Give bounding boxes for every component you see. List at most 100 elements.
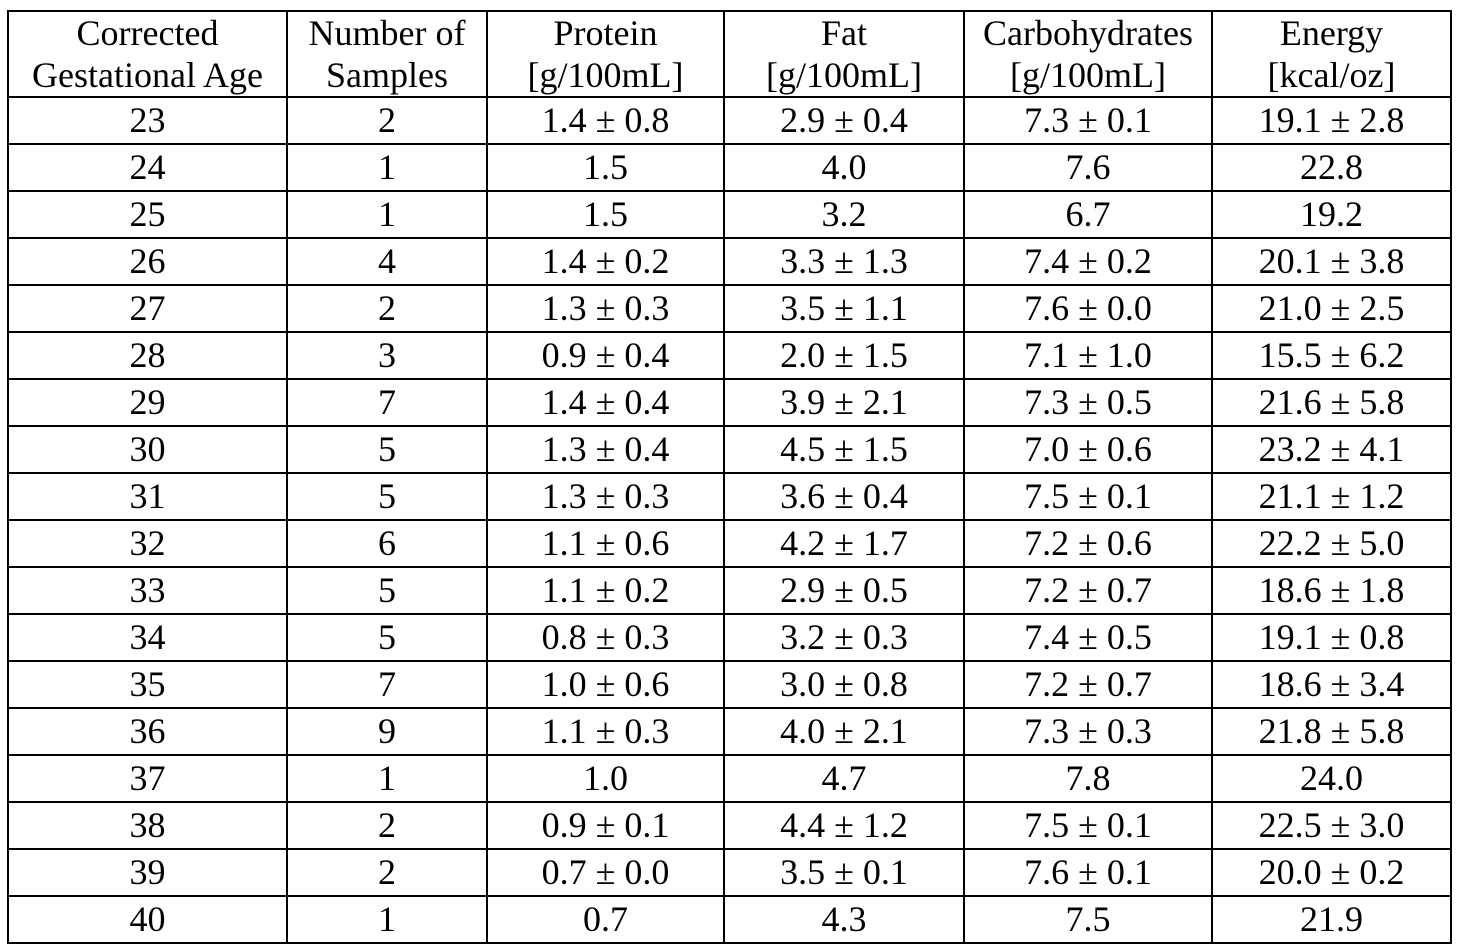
- table-row: 38 2 0.9 ± 0.1 4.4 ± 1.2 7.5 ± 0.1 22.5 ± 3.0: [7, 801, 1452, 850]
- cell-sample-count: 1: [286, 754, 488, 803]
- cell-sample-count: 5: [286, 472, 488, 521]
- cell-carbohydrates: 7.6 ± 0.1: [963, 848, 1213, 897]
- cell-carbohydrates: 7.5: [963, 895, 1213, 944]
- cell-fat: 4.0 ± 2.1: [723, 707, 965, 756]
- header-carbohydrates: Carbohydrates [g/100mL]: [963, 10, 1213, 98]
- table-row: 29 7 1.4 ± 0.4 3.9 ± 2.1 7.3 ± 0.5 21.6 ± 5.8: [7, 378, 1452, 427]
- cell-sample-count: 2: [286, 848, 488, 897]
- header-fat: Fat [g/100mL]: [723, 10, 965, 98]
- nutrition-table: Corrected Gestational Age Number of Samp…: [7, 10, 1452, 944]
- cell-protein: 0.9 ± 0.1: [486, 801, 725, 850]
- cell-energy: 22.8: [1211, 143, 1452, 192]
- cell-energy: 22.5 ± 3.0: [1211, 801, 1452, 850]
- cell-energy: 19.1 ± 0.8: [1211, 613, 1452, 662]
- header-line-2: [g/100mL]: [527, 55, 684, 95]
- table-row: 33 5 1.1 ± 0.2 2.9 ± 0.5 7.2 ± 0.7 18.6 ± 1.8: [7, 566, 1452, 615]
- cell-protein: 0.8 ± 0.3: [486, 613, 725, 662]
- cell-carbohydrates: 7.4 ± 0.2: [963, 237, 1213, 286]
- cell-sample-count: 5: [286, 613, 488, 662]
- cell-gestational-age: 23: [7, 96, 288, 145]
- cell-protein: 1.1 ± 0.6: [486, 519, 725, 568]
- table-row: 39 2 0.7 ± 0.0 3.5 ± 0.1 7.6 ± 0.1 20.0 ± 0.2: [7, 848, 1452, 897]
- header-number-of-samples: Number of Samples: [286, 10, 488, 98]
- table-row: 27 2 1.3 ± 0.3 3.5 ± 1.1 7.6 ± 0.0 21.0 ± 2.5: [7, 284, 1452, 333]
- cell-protein: 1.0 ± 0.6: [486, 660, 725, 709]
- header-corrected-gestational-age: Corrected Gestational Age: [7, 10, 288, 98]
- cell-protein: 0.9 ± 0.4: [486, 331, 725, 380]
- header-line-1: Fat: [820, 13, 867, 53]
- header-line-2: Gestational Age: [32, 55, 263, 95]
- header-row: Corrected Gestational Age Number of Samp…: [7, 10, 1452, 98]
- cell-fat: 2.0 ± 1.5: [723, 331, 965, 380]
- table-row: 23 2 1.4 ± 0.8 2.9 ± 0.4 7.3 ± 0.1 19.1 ± 2.8: [7, 96, 1452, 145]
- cell-carbohydrates: 6.7: [963, 190, 1213, 239]
- cell-gestational-age: 28: [7, 331, 288, 380]
- cell-protein: 0.7: [486, 895, 725, 944]
- cell-gestational-age: 33: [7, 566, 288, 615]
- table-body: 23 2 1.4 ± 0.8 2.9 ± 0.4 7.3 ± 0.1 19.1 ± 2.8…: [7, 96, 1452, 944]
- cell-sample-count: 7: [286, 660, 488, 709]
- cell-fat: 4.5 ± 1.5: [723, 425, 965, 474]
- cell-sample-count: 1: [286, 895, 488, 944]
- cell-protein: 1.4 ± 0.8: [486, 96, 725, 145]
- cell-gestational-age: 31: [7, 472, 288, 521]
- cell-fat: 2.9 ± 0.4: [723, 96, 965, 145]
- cell-fat: 4.0: [723, 143, 965, 192]
- cell-fat: 3.0 ± 0.8: [723, 660, 965, 709]
- cell-energy: 21.1 ± 1.2: [1211, 472, 1452, 521]
- cell-carbohydrates: 7.3 ± 0.1: [963, 96, 1213, 145]
- cell-gestational-age: 35: [7, 660, 288, 709]
- cell-carbohydrates: 7.5 ± 0.1: [963, 472, 1213, 521]
- cell-energy: 18.6 ± 3.4: [1211, 660, 1452, 709]
- cell-sample-count: 6: [286, 519, 488, 568]
- table-row: 26 4 1.4 ± 0.2 3.3 ± 1.3 7.4 ± 0.2 20.1 ± 3.8: [7, 237, 1452, 286]
- cell-energy: 21.6 ± 5.8: [1211, 378, 1452, 427]
- cell-protein: 1.0: [486, 754, 725, 803]
- header-line-2: [g/100mL]: [766, 55, 922, 95]
- cell-sample-count: 7: [286, 378, 488, 427]
- cell-gestational-age: 26: [7, 237, 288, 286]
- cell-carbohydrates: 7.5 ± 0.1: [963, 801, 1213, 850]
- cell-protein: 1.1 ± 0.2: [486, 566, 725, 615]
- cell-energy: 18.6 ± 1.8: [1211, 566, 1452, 615]
- cell-fat: 2.9 ± 0.5: [723, 566, 965, 615]
- table-row: 35 7 1.0 ± 0.6 3.0 ± 0.8 7.2 ± 0.7 18.6 ± 3.4: [7, 660, 1452, 709]
- header-line-1: Energy: [1279, 13, 1384, 53]
- cell-fat: 3.9 ± 2.1: [723, 378, 965, 427]
- cell-carbohydrates: 7.2 ± 0.7: [963, 660, 1213, 709]
- cell-fat: 3.3 ± 1.3: [723, 237, 965, 286]
- cell-fat: 4.7: [723, 754, 965, 803]
- cell-energy: 21.0 ± 2.5: [1211, 284, 1452, 333]
- cell-protein: 1.5: [486, 143, 725, 192]
- cell-carbohydrates: 7.2 ± 0.6: [963, 519, 1213, 568]
- header-line-2: [kcal/oz]: [1267, 55, 1396, 95]
- header-line-1: Carbohydrates: [983, 13, 1193, 53]
- header-line-2: [g/100mL]: [1010, 55, 1166, 95]
- cell-fat: 4.2 ± 1.7: [723, 519, 965, 568]
- cell-gestational-age: 29: [7, 378, 288, 427]
- cell-energy: 23.2 ± 4.1: [1211, 425, 1452, 474]
- cell-sample-count: 1: [286, 190, 488, 239]
- cell-gestational-age: 32: [7, 519, 288, 568]
- table-row: 37 1 1.0 4.7 7.8 24.0: [7, 754, 1452, 803]
- cell-fat: 3.6 ± 0.4: [723, 472, 965, 521]
- cell-sample-count: 1: [286, 143, 488, 192]
- cell-gestational-age: 39: [7, 848, 288, 897]
- cell-carbohydrates: 7.3 ± 0.3: [963, 707, 1213, 756]
- cell-sample-count: 2: [286, 801, 488, 850]
- cell-fat: 4.3: [723, 895, 965, 944]
- cell-sample-count: 2: [286, 96, 488, 145]
- cell-fat: 3.2 ± 0.3: [723, 613, 965, 662]
- cell-protein: 0.7 ± 0.0: [486, 848, 725, 897]
- header-line-2: Samples: [326, 55, 448, 95]
- cell-energy: 21.9: [1211, 895, 1452, 944]
- cell-carbohydrates: 7.2 ± 0.7: [963, 566, 1213, 615]
- cell-gestational-age: 25: [7, 190, 288, 239]
- cell-energy: 15.5 ± 6.2: [1211, 331, 1452, 380]
- cell-energy: 19.1 ± 2.8: [1211, 96, 1452, 145]
- cell-gestational-age: 34: [7, 613, 288, 662]
- cell-protein: 1.3 ± 0.4: [486, 425, 725, 474]
- cell-protein: 1.5: [486, 190, 725, 239]
- table-row: 40 1 0.7 4.3 7.5 21.9: [7, 895, 1452, 944]
- cell-energy: 20.0 ± 0.2: [1211, 848, 1452, 897]
